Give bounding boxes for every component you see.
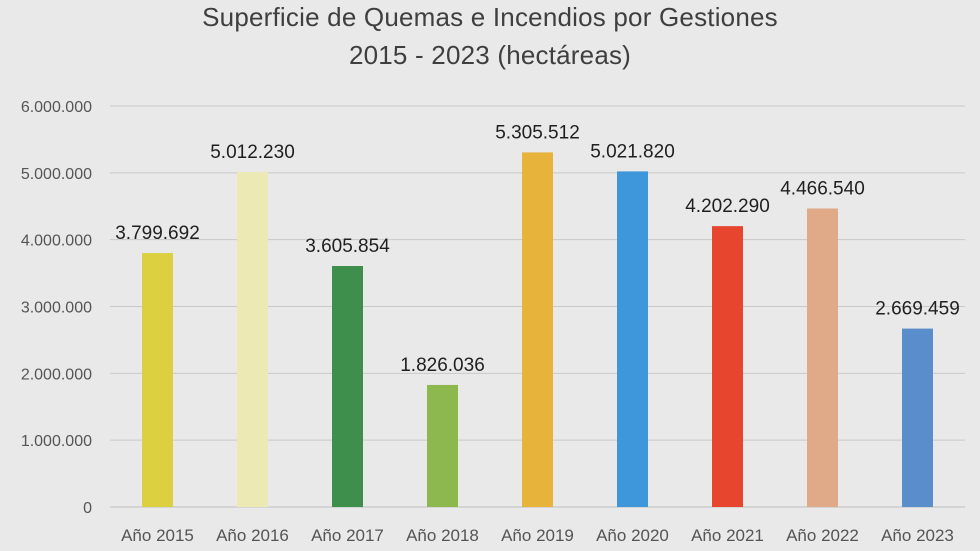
- y-tick-label: 6.000.000: [21, 99, 92, 116]
- data-label: 4.202.290: [685, 196, 770, 217]
- bar: [332, 266, 363, 507]
- x-tick-label: Año 2015: [121, 526, 194, 545]
- data-label: 5.305.512: [495, 122, 580, 143]
- data-label: 5.012.230: [210, 142, 295, 163]
- data-label: 5.021.820: [590, 141, 675, 162]
- chart-title-line-2: 2015 - 2023 (hectáreas): [348, 40, 632, 70]
- y-tick-label: 5.000.000: [21, 166, 92, 183]
- bar: [427, 384, 458, 507]
- x-tick-label: Año 2021: [691, 526, 764, 545]
- data-label: 4.466.540: [780, 178, 865, 199]
- x-tick-label: Año 2023: [881, 526, 954, 545]
- data-label: 2.669.459: [875, 299, 960, 320]
- data-label: 1.826.036: [400, 355, 485, 376]
- bar: [902, 328, 933, 507]
- data-label: 3.605.854: [305, 236, 390, 257]
- y-tick-label: 1.000.000: [21, 433, 92, 450]
- bar: [522, 152, 553, 507]
- x-tick-label: Año 2020: [596, 526, 669, 545]
- chart-title-line-1: Superficie de Quemas e Incendios por Ges…: [202, 2, 778, 32]
- x-tick-label: Año 2017: [311, 526, 384, 545]
- x-tick-label: Año 2018: [406, 526, 479, 545]
- y-tick-label: 2.000.000: [21, 366, 92, 383]
- x-tick-label: Año 2019: [501, 526, 574, 545]
- bar: [712, 226, 743, 507]
- data-label: 3.799.692: [115, 223, 200, 244]
- bar: [237, 172, 268, 507]
- bar: [807, 208, 838, 507]
- bar: [142, 253, 173, 507]
- y-tick-label: 0: [83, 500, 92, 517]
- x-tick-label: Año 2022: [786, 526, 859, 545]
- y-tick-label: 4.000.000: [21, 233, 92, 250]
- x-tick-label: Año 2016: [216, 526, 289, 545]
- y-tick-label: 3.000.000: [21, 300, 92, 317]
- bar: [617, 171, 648, 507]
